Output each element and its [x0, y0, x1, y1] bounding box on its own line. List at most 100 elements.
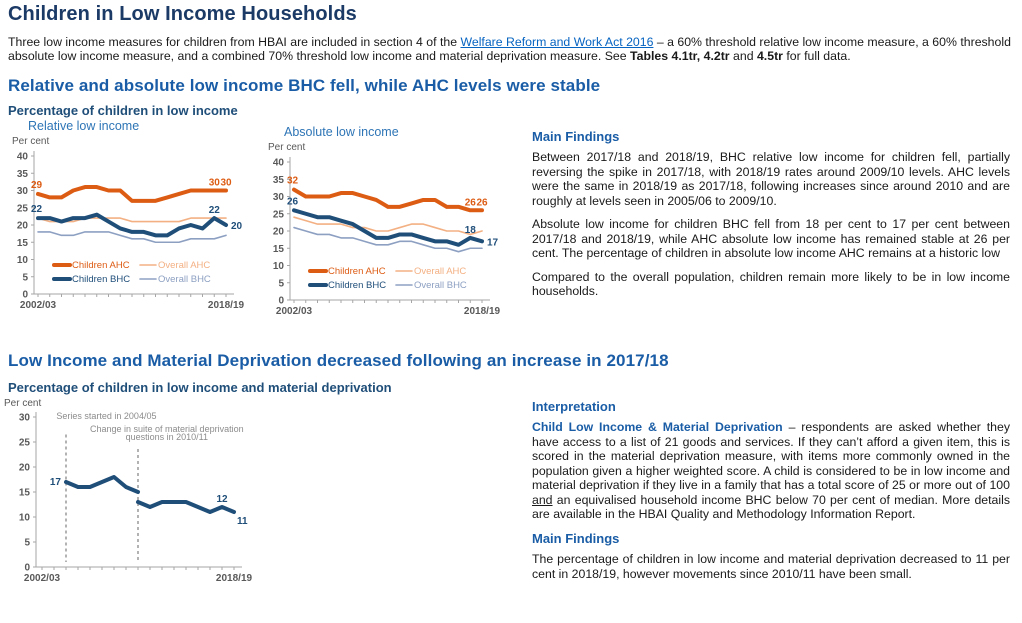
data-point-label: 20 — [231, 221, 243, 232]
y-tick-label: 25 — [273, 209, 285, 220]
data-point-label: 11 — [237, 516, 248, 527]
data-point-label: 12 — [216, 494, 228, 505]
section1-main-findings: Main Findings Between 2017/18 and 2018/1… — [532, 129, 1010, 308]
y-tick-label: 5 — [24, 538, 30, 549]
y-tick-label: 0 — [22, 290, 28, 301]
material-deprivation-chart: Per cent 0 5 10 15 20 25 30 2002/03 2018/19 Series… — [2, 396, 264, 606]
data-point-label: 29 — [31, 180, 43, 191]
section1-chart-group-heading: Percentage of children in low income — [8, 103, 238, 118]
table-references: Tables 4.1tr, 4.2tr — [630, 48, 730, 63]
emphasis-and: and — [532, 492, 553, 507]
table-reference: 4.5tr — [756, 48, 783, 63]
legend-label: Children BHC — [72, 274, 130, 285]
findings-paragraph-1: Between 2017/18 and 2018/19, BHC relativ… — [532, 150, 1010, 208]
welfare-reform-act-link[interactable]: Welfare Reform and Work Act 2016 — [460, 35, 654, 49]
main-findings-2-heading: Main Findings — [532, 530, 620, 546]
y-tick-label: 35 — [17, 169, 29, 180]
y-tick-label: 20 — [273, 227, 285, 238]
findings-paragraph-3: Compared to the overall population, chil… — [532, 269, 1010, 299]
findings-2-paragraph: The percentage of children in low income… — [532, 552, 1010, 581]
section2-text-column: Interpretation Child Low Income & Materi… — [532, 399, 1010, 590]
data-point-label: 22 — [209, 205, 221, 216]
interpretation-text: – respondents are asked whether they hav… — [532, 420, 1010, 493]
y-tick-label: 5 — [22, 272, 28, 283]
interpretation-heading: Interpretation — [532, 399, 616, 414]
chart-title: Absolute low income — [284, 125, 399, 139]
y-tick-label: 0 — [278, 296, 284, 307]
y-tick-label: 0 — [24, 563, 30, 574]
measure-name: Child Low Income & Material Deprivation — [532, 420, 783, 435]
series-children-ahc — [292, 187, 484, 213]
y-tick-label: 35 — [273, 175, 285, 186]
y-tick-label: 40 — [17, 152, 29, 163]
data-point-label: 26 — [465, 197, 477, 208]
y-tick-label: 10 — [273, 261, 285, 272]
page-title: Children in Low Income Households — [8, 3, 357, 25]
section1-heading: Relative and absolute low income BHC fel… — [8, 76, 601, 95]
absolute-low-income-chart: Absolute low income Per cent 0 5 10 15 20 25 30 3… — [266, 124, 516, 324]
section2-chart-group-heading: Percentage of children in low income and… — [8, 380, 392, 395]
y-tick-label: 20 — [19, 463, 31, 474]
data-point-label: 26 — [476, 197, 488, 208]
interpretation-paragraph: Child Low Income & Material Deprivation … — [532, 420, 1010, 522]
y-tick-label: 15 — [19, 488, 31, 499]
y-tick-label: 15 — [273, 244, 285, 255]
findings-paragraph-2: Absolute low income for children BHC fel… — [532, 217, 1010, 261]
series-children-bhc — [292, 208, 484, 247]
y-tick-label: 20 — [17, 221, 29, 232]
y-tick-label: 10 — [19, 513, 31, 524]
y-tick-label: 40 — [273, 158, 285, 169]
chart-annotation: Series started in 2004/05 — [56, 411, 156, 421]
y-tick-label: 25 — [17, 203, 29, 214]
intro-text: and — [729, 48, 757, 63]
interpretation-text: an equivalised household income BHC belo… — [532, 492, 1010, 522]
y-tick-label: 25 — [19, 438, 31, 449]
chart-canvas: Per cent 0 5 10 15 20 25 30 2002/03 2018/19 Series… — [4, 398, 253, 584]
x-axis-first-label: 2002/03 — [276, 306, 313, 317]
data-point-label: 30 — [220, 178, 232, 189]
intro-text: Three low income measures for children f… — [8, 35, 461, 49]
y-tick-label: 30 — [17, 186, 29, 197]
x-axis-last-label: 2018/19 — [464, 306, 501, 317]
series-children-bhc — [36, 212, 228, 238]
legend-label: Children AHC — [72, 260, 130, 271]
data-point-label: 32 — [287, 176, 299, 187]
series-low-income-and-material-deprivation-2004-05-to-2010-11 — [64, 475, 140, 494]
series-overall-bhc — [37, 231, 227, 244]
legend-label: Children BHC — [328, 280, 386, 291]
series-low-income-and-material-deprivation-2010-11-to-2018-19 — [136, 500, 236, 514]
section2-heading: Low Income and Material Deprivation decr… — [8, 351, 669, 370]
relative-low-income-chart: Relative low income Per cent 0 5 10 15 20 25 30 3… — [10, 118, 260, 318]
series-overall-ahc — [293, 216, 483, 236]
intro-text: for full data. — [782, 48, 851, 63]
legend-label: Overall AHC — [158, 260, 210, 271]
intro-text: – a 60% threshold relative low income me… — [8, 35, 1011, 63]
series-overall-bhc — [293, 226, 483, 253]
legend-label: Children AHC — [328, 266, 386, 277]
y-axis-unit-label: Per cent — [12, 136, 49, 147]
y-tick-label: 10 — [17, 255, 29, 266]
y-tick-label: 5 — [278, 278, 284, 289]
x-axis-last-label: 2018/19 — [216, 573, 253, 584]
chart-title: Relative low income — [28, 119, 139, 133]
series-overall-ahc — [37, 217, 227, 223]
legend-label: Overall AHC — [414, 266, 466, 277]
series-children-ahc — [36, 185, 228, 203]
data-point-label: 26 — [287, 196, 299, 207]
y-axis-unit-label: Per cent — [4, 398, 41, 409]
y-axis-unit-label: Per cent — [268, 142, 305, 153]
y-tick-label: 30 — [273, 192, 285, 203]
y-tick-label: 30 — [19, 413, 31, 424]
legend-label: Overall BHC — [414, 280, 467, 291]
data-point-label: 18 — [465, 225, 477, 236]
x-axis-last-label: 2018/19 — [208, 300, 245, 311]
chart-annotation: questions in 2010/11 — [126, 432, 208, 442]
x-axis-first-label: 2002/03 — [20, 300, 57, 311]
data-point-label: 17 — [487, 237, 499, 248]
intro-paragraph: Three low income measures for children f… — [8, 35, 1016, 64]
main-findings-heading: Main Findings — [532, 129, 620, 144]
chart-annotation: Change in suite of material deprivation — [90, 424, 244, 434]
x-axis-first-label: 2002/03 — [24, 573, 61, 584]
